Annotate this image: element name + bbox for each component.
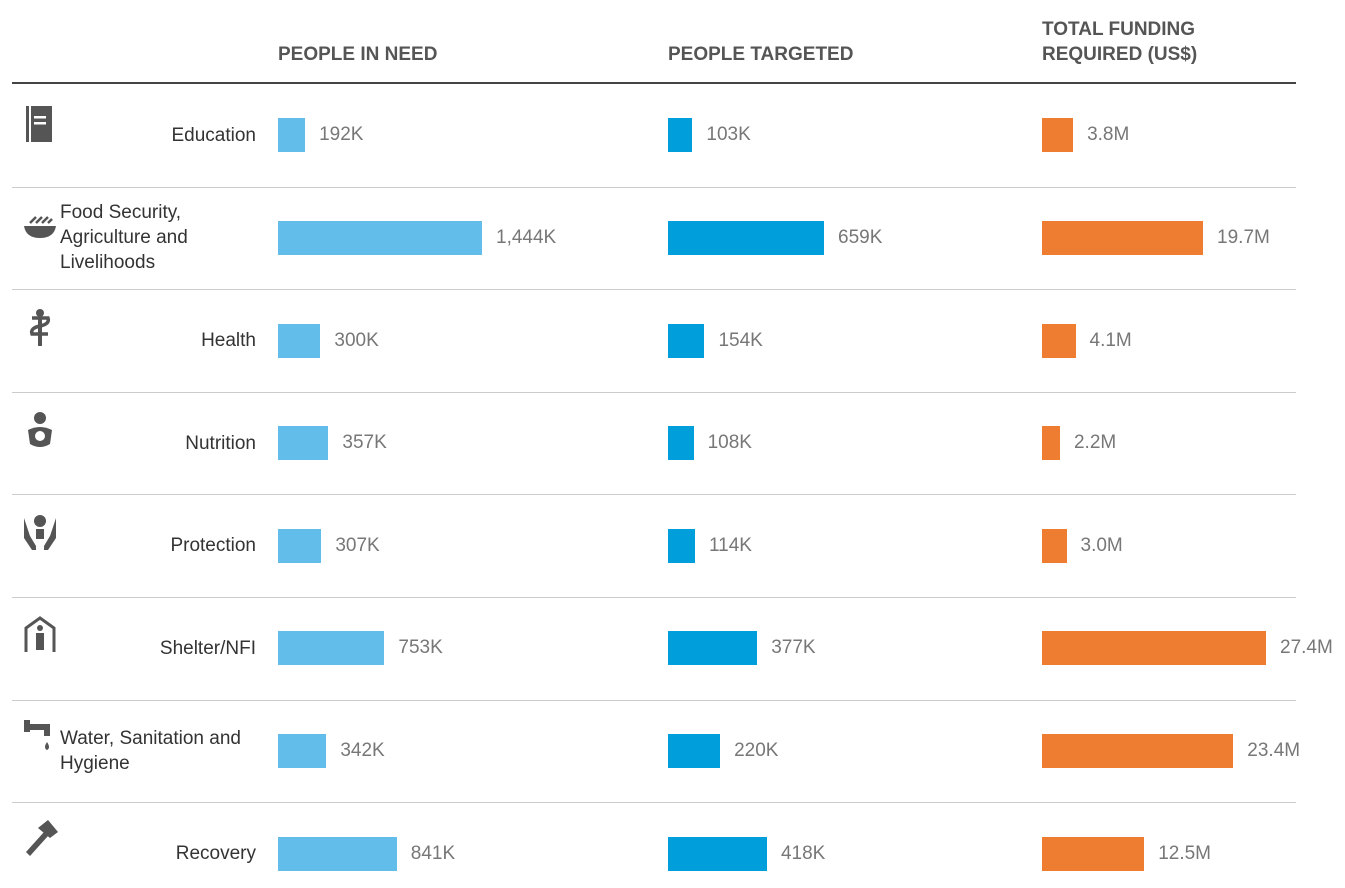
category-text: Water, Sanitation and Hygiene bbox=[60, 727, 241, 774]
category-label: Food Security, Agriculture and Livelihoo… bbox=[60, 200, 256, 275]
bar bbox=[1042, 631, 1266, 666]
value-label: 357K bbox=[342, 432, 387, 454]
value-label: 192K bbox=[319, 124, 364, 146]
category-text: Food Security, Agriculture and Livelihoo… bbox=[60, 202, 188, 274]
water-icon bbox=[24, 720, 50, 750]
bar bbox=[278, 733, 327, 768]
category-text: Shelter/NFI bbox=[159, 637, 256, 659]
bar bbox=[1042, 528, 1067, 563]
value-label: 4.1M bbox=[1089, 329, 1132, 351]
row-divider bbox=[12, 699, 1296, 701]
bar bbox=[1042, 220, 1204, 255]
bar bbox=[668, 118, 693, 153]
row-divider bbox=[12, 186, 1296, 188]
bar bbox=[668, 220, 824, 255]
category-label: Shelter/NFI bbox=[60, 636, 256, 661]
row-divider bbox=[12, 391, 1296, 393]
row-divider bbox=[12, 802, 1296, 804]
bar bbox=[668, 323, 705, 358]
row-divider bbox=[12, 494, 1296, 496]
category-label: Water, Sanitation and Hygiene bbox=[60, 726, 256, 776]
value-label: 12.5M bbox=[1158, 842, 1211, 864]
category-label: Recovery bbox=[60, 841, 256, 866]
category-text: Education bbox=[171, 124, 256, 146]
value-label: 1,444K bbox=[496, 226, 557, 248]
bar bbox=[1042, 733, 1234, 768]
value-label: 19.7M bbox=[1217, 226, 1270, 248]
bar bbox=[278, 220, 482, 255]
bar bbox=[278, 836, 397, 871]
bar bbox=[668, 733, 721, 768]
value-label: 841K bbox=[410, 842, 456, 864]
category-text: Protection bbox=[170, 535, 256, 557]
category-label: Education bbox=[60, 123, 256, 148]
value-label: 300K bbox=[334, 329, 379, 351]
health-icon bbox=[29, 309, 51, 346]
value-label: 27.4M bbox=[1280, 637, 1333, 659]
value-label: 377K bbox=[771, 637, 816, 659]
protection-icon bbox=[24, 515, 56, 550]
category-text: Recovery bbox=[175, 843, 256, 864]
column-header: TOTAL FUNDING REQUIRED (US$) bbox=[1042, 19, 1198, 65]
value-label: 753K bbox=[398, 637, 443, 659]
bar bbox=[1042, 836, 1145, 871]
column-header: PEOPLE TARGETED bbox=[668, 44, 854, 65]
bar bbox=[278, 323, 321, 358]
value-label: 154K bbox=[718, 329, 763, 351]
value-label: 3.0M bbox=[1080, 534, 1123, 556]
bar bbox=[278, 426, 329, 461]
bar bbox=[1042, 118, 1074, 153]
bar bbox=[668, 631, 758, 666]
value-label: 3.8M bbox=[1087, 124, 1130, 146]
nutrition-icon bbox=[28, 412, 52, 447]
food-icon bbox=[24, 216, 56, 238]
category-text: Nutrition bbox=[185, 432, 256, 454]
category-label: Nutrition bbox=[60, 431, 256, 456]
row-divider bbox=[12, 289, 1296, 291]
bar bbox=[668, 426, 694, 461]
header-rule bbox=[12, 82, 1296, 84]
bar bbox=[278, 631, 385, 666]
value-label: 418K bbox=[780, 842, 826, 864]
category-label: Health bbox=[60, 328, 256, 353]
value-label: 307K bbox=[335, 534, 380, 556]
value-label: 103K bbox=[706, 124, 751, 146]
recovery-icon bbox=[26, 820, 58, 856]
bar bbox=[668, 528, 695, 563]
education-icon bbox=[26, 106, 52, 142]
column-header: PEOPLE IN NEED bbox=[278, 44, 438, 65]
bar bbox=[278, 118, 306, 153]
bar bbox=[1042, 323, 1076, 358]
category-label: Protection bbox=[60, 533, 256, 558]
category-text: Health bbox=[201, 330, 256, 351]
value-label: 108K bbox=[707, 432, 752, 454]
bar bbox=[1042, 426, 1060, 461]
shelter-icon bbox=[24, 616, 56, 652]
bar bbox=[278, 528, 322, 563]
bar bbox=[668, 836, 767, 871]
row-divider bbox=[12, 597, 1296, 598]
value-label: 23.4M bbox=[1247, 739, 1301, 761]
value-label: 114K bbox=[708, 534, 752, 556]
value-label: 2.2M bbox=[1073, 432, 1117, 454]
value-label: 342K bbox=[340, 739, 385, 761]
value-label: 220K bbox=[734, 739, 779, 761]
value-label: 659K bbox=[838, 226, 883, 248]
